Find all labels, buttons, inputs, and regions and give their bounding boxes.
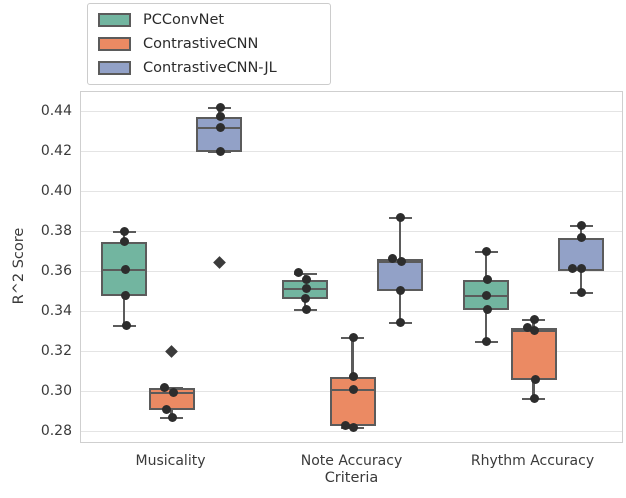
- whisker-line: [122, 231, 126, 242]
- data-point: [301, 305, 311, 315]
- data-point: [169, 388, 178, 398]
- y-tick-label: 0.42: [40, 142, 72, 159]
- y-tick-label: 0.28: [40, 422, 72, 439]
- legend-label: PCConvNet: [143, 12, 225, 28]
- data-point: [396, 257, 406, 267]
- data-point: [530, 394, 539, 404]
- data-point: [395, 318, 405, 328]
- whisker-line: [351, 337, 354, 377]
- whisker-line: [484, 309, 488, 342]
- whisker-line: [484, 251, 488, 280]
- data-point: [576, 288, 586, 298]
- x-tick-label: Rhythm Accuracy: [470, 453, 595, 469]
- x-tick-label: Musicality: [135, 453, 206, 469]
- legend: PCConvNet ContrastiveCNN ContrastiveCNN-JL: [87, 3, 331, 85]
- data-point: [576, 221, 586, 231]
- data-point: [215, 147, 225, 157]
- whisker-line: [579, 225, 583, 238]
- gridline: [81, 311, 622, 313]
- x-tick-label: Note Accuracy: [300, 453, 403, 469]
- gridline: [81, 151, 622, 153]
- x-axis-title: Criteria: [324, 470, 379, 486]
- whisker-cap: [293, 272, 317, 276]
- outlier-diamond: [165, 345, 178, 359]
- data-point: [215, 112, 225, 122]
- y-tick-label: 0.32: [40, 342, 72, 359]
- whisker-line: [303, 298, 307, 310]
- y-tick-label: 0.30: [40, 382, 72, 399]
- data-point: [349, 333, 358, 343]
- legend-item: ContrastiveCNN-JL: [98, 59, 320, 76]
- gridline: [81, 231, 622, 233]
- data-point: [300, 294, 310, 304]
- outlier-diamond: [212, 256, 226, 270]
- data-point: [168, 413, 177, 423]
- data-point: [482, 275, 492, 285]
- whisker-line: [532, 379, 535, 399]
- data-point: [215, 123, 225, 133]
- data-point: [481, 247, 491, 257]
- whisker-line: [122, 295, 126, 326]
- gridline: [81, 191, 622, 193]
- data-point: [293, 268, 303, 278]
- data-point: [341, 421, 350, 431]
- data-point: [349, 385, 358, 395]
- legend-swatch: [98, 13, 131, 28]
- y-axis-title: R^2 Score: [11, 227, 27, 305]
- plot-area: [80, 91, 623, 443]
- data-point: [531, 375, 540, 385]
- data-point: [160, 383, 169, 393]
- data-point: [121, 321, 131, 331]
- legend-item: PCConvNet: [98, 13, 320, 28]
- gridline: [81, 111, 622, 113]
- data-point: [395, 213, 405, 223]
- y-tick-label: 0.40: [40, 182, 72, 199]
- data-point: [119, 237, 129, 247]
- y-tick-label: 0.36: [40, 262, 72, 279]
- boxplot-box: [329, 376, 376, 426]
- data-point: [120, 265, 130, 275]
- data-point: [567, 264, 577, 274]
- data-point: [119, 227, 129, 237]
- whisker-line: [579, 270, 583, 293]
- legend-label: ContrastiveCNN: [143, 35, 259, 52]
- data-point: [523, 323, 532, 333]
- data-point: [301, 275, 311, 285]
- data-point: [120, 291, 130, 301]
- data-point: [349, 423, 358, 433]
- data-point: [301, 284, 311, 294]
- data-point: [387, 254, 397, 264]
- legend-label: ContrastiveCNN-JL: [143, 59, 277, 76]
- data-point: [576, 264, 586, 274]
- data-point: [481, 337, 491, 347]
- y-tick-label: 0.38: [40, 222, 72, 239]
- data-point: [162, 405, 171, 415]
- data-point: [215, 103, 225, 113]
- y-tick-label: 0.44: [40, 102, 72, 119]
- data-point: [481, 291, 491, 301]
- whisker-line: [398, 290, 402, 323]
- data-point: [482, 305, 492, 315]
- data-point: [349, 372, 358, 382]
- legend-item: ContrastiveCNN: [98, 37, 320, 52]
- data-point: [576, 233, 586, 243]
- boxplot-box: [510, 327, 557, 380]
- data-point: [395, 286, 405, 296]
- data-point: [530, 315, 539, 325]
- data-point: [530, 326, 539, 336]
- whisker-line: [398, 217, 402, 259]
- y-tick-label: 0.34: [40, 302, 72, 319]
- legend-swatch: [98, 60, 131, 75]
- legend-swatch: [98, 37, 131, 51]
- gridline: [81, 271, 622, 273]
